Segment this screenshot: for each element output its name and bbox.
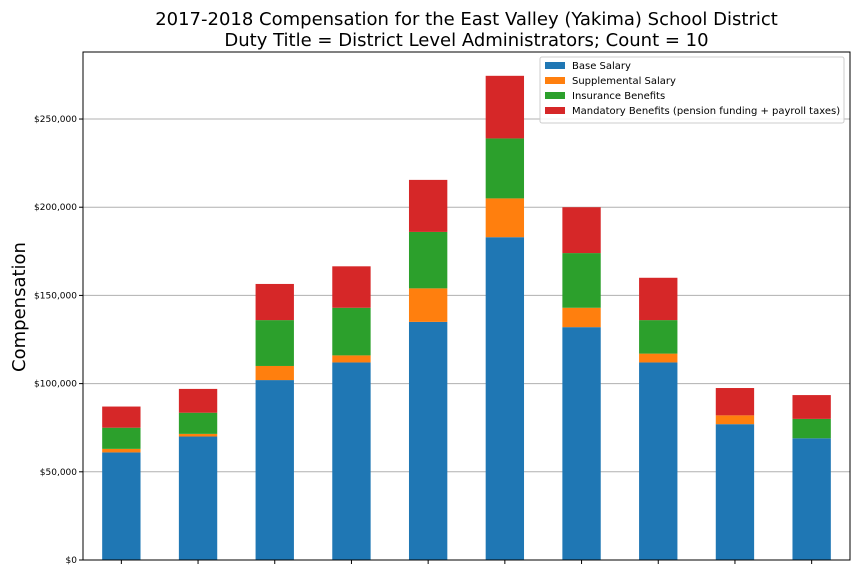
y-tick-label: $50,000 [40, 468, 77, 478]
bars [102, 75, 831, 561]
bar-segment [255, 283, 294, 321]
chart-title: 2017-2018 Compensation for the East Vall… [155, 9, 778, 30]
bar-segment [485, 198, 525, 238]
bar-segment [332, 307, 371, 356]
bar-segment [408, 179, 448, 232]
bar-segment [715, 388, 755, 416]
bar-segment [562, 327, 601, 560]
bar-segment [639, 353, 678, 363]
legend-swatch [545, 62, 565, 69]
bar-segment [562, 307, 601, 328]
bar-segment [178, 388, 218, 413]
bar-segment [332, 362, 371, 560]
bar-segment [178, 433, 218, 437]
bar-segment [332, 266, 371, 308]
bar-segment [715, 424, 755, 560]
bar-segment [408, 231, 448, 289]
bar-segment [715, 415, 755, 425]
bar-segment [178, 436, 218, 560]
bar-segment [485, 138, 525, 199]
axes: $0 $50,000 $100,000 $150,000 $200,000 $250,00… [34, 115, 813, 566]
chart-subtitle: Duty Title = District Level Administrato… [224, 30, 708, 51]
y-tick-label: $250,000 [34, 115, 77, 125]
legend-label: Insurance Benefits [572, 91, 665, 102]
y-tick-label: $100,000 [34, 380, 77, 390]
legend: Base Salary Supplemental Salary Insurance … [539, 56, 845, 124]
bar-segment [792, 395, 831, 419]
bar-segment [255, 380, 294, 560]
bar-segment [408, 321, 448, 560]
bar-segment [792, 438, 831, 560]
legend-label: Supplemental Salary [572, 76, 676, 87]
bar-segment [562, 253, 601, 308]
legend-swatch [545, 92, 565, 99]
bar-segment [562, 207, 601, 254]
bar-segment [255, 320, 294, 366]
bar-segment [102, 406, 141, 428]
bar-segment [792, 418, 831, 439]
bar-segment [102, 452, 141, 560]
bar-segment [408, 288, 448, 322]
bar-segment [178, 412, 218, 434]
y-tick-label: $150,000 [34, 291, 77, 301]
bar-segment [332, 355, 371, 363]
y-axis-label: Compensation [9, 242, 30, 372]
bar-segment [485, 75, 525, 139]
bar-segment [102, 448, 141, 453]
bar-segment [102, 427, 141, 449]
bar-segment [639, 277, 678, 321]
legend-swatch [545, 77, 565, 84]
y-tick-label: $0 [66, 556, 78, 566]
bar-segment [485, 237, 525, 561]
bar-segment [639, 320, 678, 354]
legend-box [539, 56, 845, 124]
legend-label: Mandatory Benefits (pension funding + pa… [572, 106, 840, 117]
plot-frame [82, 51, 851, 561]
bar-segment [255, 365, 294, 381]
bar-segment [639, 362, 678, 560]
legend-swatch [545, 107, 565, 114]
legend-label: Base Salary [572, 61, 631, 72]
y-tick-label: $200,000 [34, 203, 77, 213]
